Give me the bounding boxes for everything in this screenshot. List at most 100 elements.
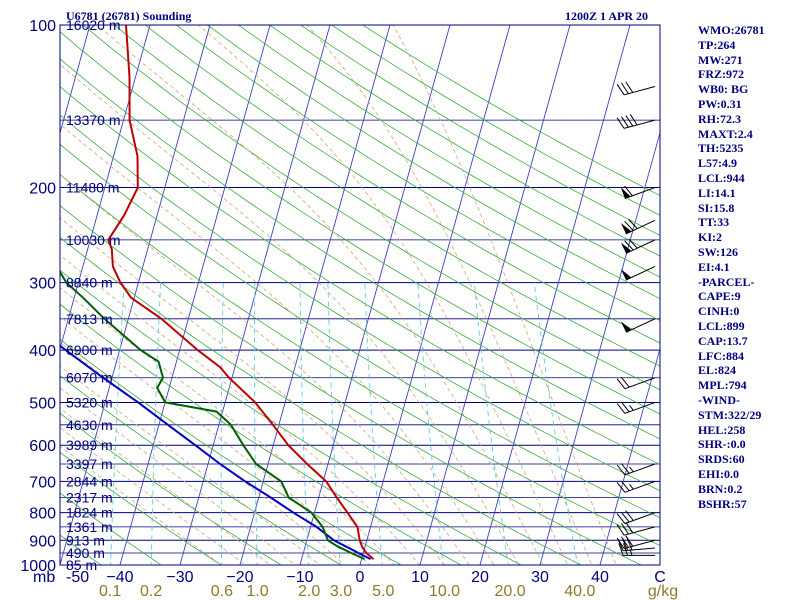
- mixing-ratio-line: [417, 282, 444, 565]
- temperature-profile: [107, 25, 375, 560]
- index-line: EHI:0.0: [698, 466, 740, 481]
- pressure-tick-label: 100: [29, 18, 56, 35]
- moist-adiabat: [60, 341, 346, 565]
- index-line: MW:271: [698, 52, 743, 67]
- moist-adiabat: [60, 316, 371, 565]
- height-label: 10030 m: [66, 232, 120, 248]
- isotherm: [60, 25, 151, 351]
- index-line: RH:72.3: [698, 111, 741, 126]
- dry-adiabat: [60, 173, 660, 546]
- index-line: STM:322/29: [698, 407, 762, 422]
- wind-barb: [616, 522, 656, 536]
- dry-adiabat: [144, 25, 660, 344]
- pressure-tick-label: 300: [29, 276, 56, 293]
- index-line: LFC:884: [698, 348, 744, 363]
- temperature-tick-label: 0: [356, 569, 365, 586]
- moist-adiabat: [60, 254, 420, 565]
- height-label: 1361 m: [66, 519, 113, 535]
- mixing-ratio-line: [473, 282, 509, 565]
- moist-adiabat: [60, 445, 222, 565]
- isotherm: [359, 25, 511, 565]
- moist-adiabat: [392, 25, 617, 565]
- temperature-tick-label: −10: [286, 569, 313, 586]
- height-label: 4630 m: [66, 417, 113, 433]
- temperature-unit-label: C: [654, 569, 666, 586]
- temperature-tick-label: -50: [66, 569, 89, 586]
- temperature-tick-label: −20: [226, 569, 253, 586]
- isotherm: [60, 25, 91, 135]
- dewpoint-profile: [60, 270, 366, 561]
- height-label: 7813 m: [66, 311, 113, 327]
- wind-barb: [620, 238, 656, 254]
- height-label: 3989 m: [66, 437, 113, 453]
- mixing-ratio-label: 10.0: [429, 583, 460, 600]
- temperature-tick-label: −30: [166, 569, 193, 586]
- wind-barb: [616, 535, 656, 550]
- dry-adiabat: [60, 412, 282, 565]
- wind-barb: [620, 266, 656, 281]
- pressure-unit-label: mb: [33, 569, 55, 586]
- dry-adiabat: [60, 303, 462, 565]
- wind-barb: [620, 219, 656, 235]
- plot-frame: [59, 24, 661, 566]
- index-line: MPL:794: [698, 378, 747, 393]
- temperature-tick-label: 20: [471, 569, 489, 586]
- index-line: SW:126: [698, 244, 739, 259]
- index-line: PW:0.31: [698, 96, 742, 111]
- index-line: WB0: BG: [698, 82, 749, 97]
- index-line: CAPE:9: [698, 289, 741, 304]
- height-label: 913 m: [66, 532, 105, 548]
- index-line: HEL:258: [698, 422, 746, 437]
- dry-adiabat: [60, 236, 582, 565]
- pressure-tick-label: 700: [29, 474, 56, 491]
- temperature-tick-label: 30: [531, 569, 549, 586]
- mixing-ratio-line: [299, 282, 309, 565]
- temperature-tick-label: 40: [591, 569, 609, 586]
- height-label: 13370 m: [66, 112, 120, 128]
- isotherm: [539, 131, 660, 565]
- mixing-ratio-label: 0.6: [211, 583, 233, 600]
- dry-adiabat: [206, 25, 660, 300]
- index-line: BRN:0.2: [698, 481, 743, 496]
- mixing-ratio-line: [254, 282, 258, 565]
- isotherm: [419, 25, 571, 565]
- index-line: CAP:13.7: [698, 333, 748, 348]
- index-line: EL:824: [698, 363, 737, 378]
- wind-barb: [620, 185, 656, 199]
- dry-adiabat: [60, 204, 642, 565]
- wind-barb: [616, 463, 656, 476]
- wind-barb: [618, 543, 656, 556]
- mixing-ratio-label: 20.0: [495, 583, 526, 600]
- dry-adiabat: [60, 114, 660, 492]
- height-label: 490 m: [66, 545, 105, 561]
- pressure-tick-label: 800: [29, 506, 56, 523]
- dry-adiabat: [268, 25, 660, 257]
- index-line: MAXT:2.4: [698, 126, 753, 141]
- mixing-ratio-label: 40.0: [564, 583, 595, 600]
- mixing-ratio-unit-label: g/kg: [648, 583, 678, 600]
- temperature-tick-label: 10: [411, 569, 429, 586]
- index-line: LI:14.1: [698, 185, 736, 200]
- dry-adiabat: [60, 143, 660, 519]
- index-line: EI:4.1: [698, 259, 730, 274]
- index-line: KI:2: [698, 230, 722, 245]
- wind-barb: [620, 318, 656, 333]
- index-line: -PARCEL-: [698, 274, 755, 289]
- wind-barb: [616, 114, 656, 129]
- profile-lines: [60, 25, 375, 561]
- index-line: WMO:26781: [698, 23, 765, 37]
- index-line: SHR-:0.0: [698, 437, 746, 452]
- height-label: 11480 m: [66, 180, 119, 196]
- moist-adiabat: [60, 63, 519, 565]
- wind-barb: [616, 510, 656, 525]
- mixing-ratio-line: [364, 282, 383, 565]
- moist-adiabat: [60, 365, 321, 565]
- mixing-ratio-label: 0.1: [99, 583, 121, 600]
- dry-adiabat: [113, 25, 660, 367]
- wind-barb: [616, 480, 656, 493]
- wind-barbs: [616, 81, 656, 556]
- index-line: CINH:0: [698, 304, 740, 319]
- mixing-ratio-line: [110, 282, 125, 565]
- pressure-tick-label: 200: [29, 181, 56, 198]
